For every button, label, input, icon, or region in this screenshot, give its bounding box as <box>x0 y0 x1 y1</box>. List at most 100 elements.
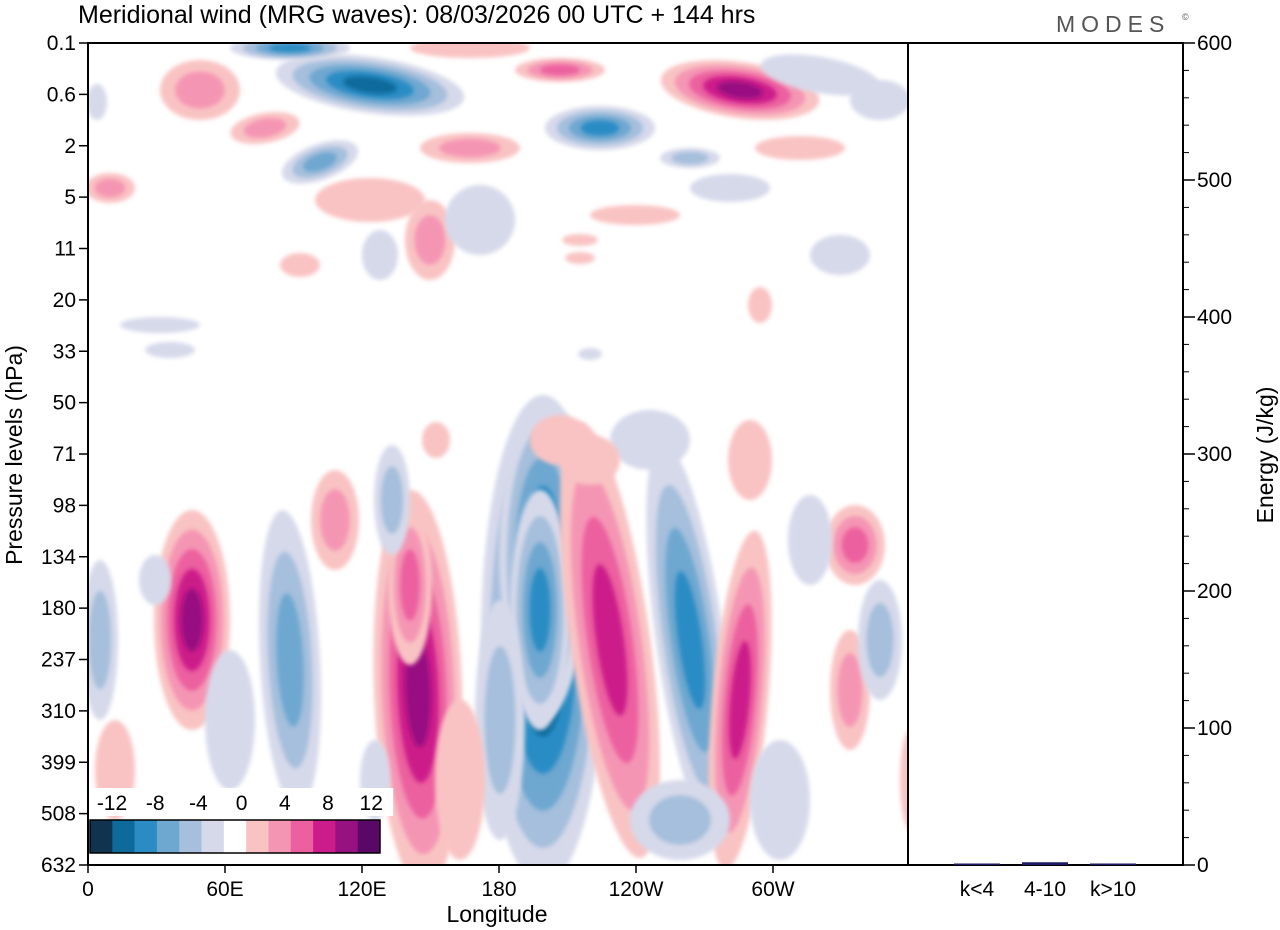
energy-tick-label: 0 <box>1197 854 1209 877</box>
positive-contour <box>755 136 845 160</box>
positive-contour <box>717 81 763 99</box>
y-tick-label: 399 <box>41 751 76 774</box>
logo-text: MODES <box>1056 11 1170 37</box>
negative-contour <box>303 152 337 172</box>
y-tick-label: 33 <box>53 340 76 363</box>
negative-contour <box>205 650 255 790</box>
negative-contour <box>760 54 880 96</box>
positive-contour <box>562 234 598 246</box>
y-tick-label: 5 <box>64 186 76 209</box>
contour-field <box>88 43 908 865</box>
energy-frame <box>907 42 1184 866</box>
positive-contour <box>243 118 287 138</box>
y-tick-label: 20 <box>53 289 76 312</box>
energy-y-axis: 0 100 200 300 400 500 600 <box>1183 32 1232 877</box>
colorbar-label: 12 <box>360 792 383 815</box>
negative-contour <box>671 151 709 165</box>
positive-contour <box>435 700 485 860</box>
negative-contour <box>649 795 711 845</box>
negative-contour <box>139 555 171 605</box>
positive-contour <box>560 435 620 485</box>
y-tick-label: 180 <box>41 597 76 620</box>
colorbar-label-bg <box>306 788 350 816</box>
colorbar-label-bg <box>90 788 134 816</box>
energy-panel: 0 100 200 300 400 500 600 k<4 4-10 k>10 Energy (… <box>907 32 1278 901</box>
y-tick-label: 11 <box>54 238 76 261</box>
energy-bar <box>1090 863 1136 865</box>
colorbar-cell <box>201 820 225 853</box>
negative-contour <box>145 342 195 358</box>
energy-tick-label: 600 <box>1197 32 1232 55</box>
energy-tick-label: 500 <box>1197 169 1232 192</box>
negative-contour <box>690 174 770 202</box>
negative-contour <box>529 568 551 652</box>
positive-contour <box>181 588 203 652</box>
y-tick-label: 310 <box>41 700 76 723</box>
colorbar-label-bg <box>176 788 221 816</box>
negative-contour <box>343 76 397 94</box>
positive-contour <box>728 420 772 500</box>
y-tick-label: 237 <box>41 649 76 672</box>
positive-contour <box>540 64 580 76</box>
energy-tick-label: 300 <box>1197 443 1232 466</box>
positive-contour <box>175 71 225 109</box>
colorbar: -12 -8 -4 0 4 8 12 <box>89 788 394 854</box>
energy-axis-label: Energy (J/kg) <box>1252 387 1278 524</box>
negative-contour <box>120 317 200 333</box>
positive-contour <box>315 178 425 222</box>
positive-contour <box>900 731 908 829</box>
negative-contour <box>276 593 304 727</box>
colorbar-frame <box>89 819 381 854</box>
negative-contour <box>362 230 398 280</box>
chart-title: Meridional wind (MRG waves): 08/03/2026 … <box>78 1 755 29</box>
energy-bar <box>954 863 1000 865</box>
x-axis-label: Longitude <box>446 901 547 927</box>
negative-contour <box>88 84 107 120</box>
y-tick-label: 2 <box>64 135 76 158</box>
energy-bar <box>1022 862 1068 865</box>
energy-tick-label: 200 <box>1197 580 1232 603</box>
colorbar-cell <box>90 820 113 853</box>
colorbar-cell <box>268 820 292 853</box>
colorbar-labels: -12 -8 -4 0 4 8 12 <box>90 788 394 816</box>
negative-contour <box>578 348 602 360</box>
negative-contour <box>674 571 706 709</box>
negative-contour <box>445 185 515 255</box>
negative-contour <box>810 235 870 275</box>
colorbar-cell <box>179 820 202 853</box>
heatmap-x-axis: 0 60E 120E 180 120W 60W <box>82 865 795 901</box>
colorbar-label-bg <box>349 788 394 816</box>
x-tick-label: 0 <box>82 878 94 901</box>
y-tick-label: 0.1 <box>47 32 76 55</box>
negative-contour <box>580 120 620 136</box>
y-tick-label: 508 <box>41 803 76 826</box>
y-tick-label: 134 <box>41 546 76 569</box>
energy-category-label: k<4 <box>960 878 995 901</box>
positive-contour <box>280 253 320 277</box>
energy-category-label: k>10 <box>1090 878 1136 901</box>
colorbar-cell <box>112 820 135 853</box>
colorbar-cell <box>335 820 358 853</box>
negative-contour <box>380 466 404 534</box>
positive-contour <box>410 43 530 58</box>
y-tick-label: 0.6 <box>47 83 76 106</box>
y-tick-label: 50 <box>53 392 76 415</box>
positive-contour <box>320 489 350 551</box>
negative-contour <box>850 80 908 120</box>
colorbar-label: 4 <box>279 792 291 815</box>
negative-contour <box>484 646 516 794</box>
logo-mark: © <box>1182 12 1189 22</box>
negative-contour <box>88 590 112 690</box>
positive-contour <box>729 641 751 759</box>
energy-category-label: 4-10 <box>1024 878 1066 901</box>
energy-bars <box>954 862 1136 865</box>
colorbar-cell <box>156 820 180 853</box>
heatmap-y-axis: 0.1 0.6 2 5 11 20 33 50 71 98 134 180 237 310 399 508 63… <box>41 32 88 877</box>
positive-contour <box>422 422 450 458</box>
x-tick-label: 120W <box>609 878 664 901</box>
positive-contour <box>565 252 595 264</box>
x-tick-label: 60E <box>206 878 243 901</box>
y-tick-label: 98 <box>53 494 76 517</box>
colorbar-label: 8 <box>322 792 334 815</box>
